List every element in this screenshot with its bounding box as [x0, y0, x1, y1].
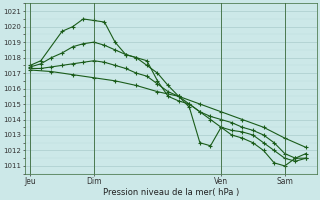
- X-axis label: Pression niveau de la mer( hPa ): Pression niveau de la mer( hPa ): [103, 188, 239, 197]
